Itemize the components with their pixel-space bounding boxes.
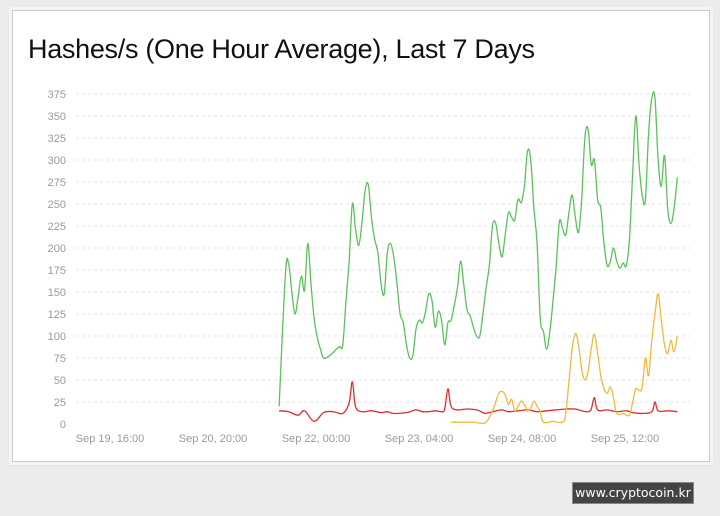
- y-tick-label: 150: [48, 287, 66, 299]
- x-tick-label: Sep 23, 04:00: [385, 433, 454, 445]
- x-tick-label: Sep 25, 12:00: [591, 433, 660, 445]
- y-tick-label: 50: [54, 375, 66, 387]
- y-tick-label: 375: [48, 89, 66, 101]
- x-tick-label: Sep 20, 20:00: [179, 433, 248, 445]
- series-line-red: [279, 381, 678, 423]
- series-line-yellow: [451, 293, 678, 425]
- x-tick-label: Sep 19, 16:00: [76, 433, 145, 445]
- y-tick-label: 300: [48, 155, 66, 167]
- y-tick-label: 225: [48, 221, 66, 233]
- y-tick-label: 100: [48, 331, 66, 343]
- x-tick-label: Sep 24, 08:00: [488, 433, 557, 445]
- y-tick-label: 350: [48, 111, 66, 123]
- y-tick-label: 250: [48, 199, 66, 211]
- y-tick-label: 25: [54, 397, 66, 409]
- y-tick-label: 125: [48, 309, 66, 321]
- y-tick-label: 0: [60, 419, 66, 431]
- y-tick-label: 325: [48, 133, 66, 145]
- y-tick-label: 175: [48, 265, 66, 277]
- watermark: www.cryptocoin.kr: [572, 482, 694, 504]
- y-tick-label: 275: [48, 177, 66, 189]
- series-line-green: [278, 91, 678, 407]
- y-tick-label: 75: [54, 353, 66, 365]
- y-tick-label: 200: [48, 243, 66, 255]
- x-tick-label: Sep 22, 00:00: [282, 433, 351, 445]
- chart-title: Hashes/s (One Hour Average), Last 7 Days: [28, 34, 535, 64]
